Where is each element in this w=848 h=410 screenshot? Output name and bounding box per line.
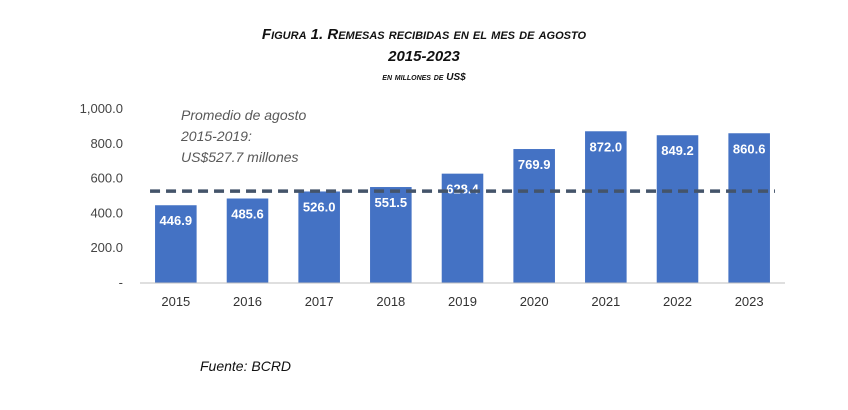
y-tick-label: -: [119, 275, 123, 290]
reference-annotation-line: US$527.7 millones: [181, 149, 299, 165]
data-label: 485.6: [231, 207, 264, 222]
chart-units: en millones de US$: [382, 72, 466, 83]
x-tick-label: 2023: [735, 294, 764, 309]
bar: [298, 191, 340, 283]
x-tick-label: 2016: [233, 294, 262, 309]
source-note: Fuente: BCRD: [200, 358, 292, 374]
data-label: 849.2: [661, 143, 694, 158]
bar: [370, 187, 412, 283]
bar: [226, 198, 269, 283]
chart-title: Figura 1. Remesas recibidas en el mes de…: [261, 26, 587, 43]
bar: [513, 149, 555, 283]
x-tick-label: 2015: [161, 294, 190, 309]
reference-annotation-line: 2015-2019:: [180, 128, 252, 144]
bar: [656, 135, 699, 283]
data-label: 446.9: [160, 213, 193, 228]
reference-annotation-line: Promedio de agosto: [181, 107, 307, 123]
bar: [585, 131, 627, 283]
y-tick-label: 200.0: [90, 240, 123, 255]
y-tick-label: 600.0: [90, 171, 123, 186]
x-axis: 2015 2016 2017 2018 2019 2020 2021 2022 2023: [140, 282, 785, 309]
y-tick-label: 800.0: [90, 136, 123, 151]
x-tick-label: 2019: [448, 294, 477, 309]
x-tick-label: 2022: [663, 294, 692, 309]
reference-line-group: Promedio de agosto 2015-2019: US$527.7 mil…: [150, 107, 775, 193]
data-label: 860.6: [733, 141, 766, 156]
y-tick-label: 400.0: [90, 205, 123, 220]
x-tick-label: 2020: [520, 294, 549, 309]
x-tick-label: 2021: [591, 294, 620, 309]
bar: [155, 205, 197, 283]
chart-subtitle-years: 2015-2023: [388, 48, 460, 65]
data-label: 628.4: [446, 182, 479, 197]
x-tick-label: 2017: [305, 294, 334, 309]
y-tick-label: 1,000.0: [80, 101, 123, 116]
x-tick-label: 2018: [376, 294, 405, 309]
bar: [728, 133, 770, 283]
data-label: 551.5: [375, 195, 408, 210]
data-label: 872.0: [590, 139, 623, 154]
data-label: 526.0: [303, 199, 336, 214]
y-axis: - 200.0 400.0 600.0 800.0 1,000.0: [80, 101, 123, 290]
data-label: 769.9: [518, 157, 551, 172]
